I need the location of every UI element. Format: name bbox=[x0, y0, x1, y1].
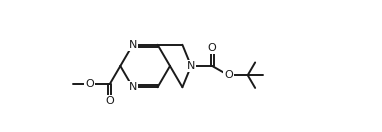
Text: O: O bbox=[105, 96, 114, 106]
Text: N: N bbox=[129, 40, 137, 50]
Text: N: N bbox=[187, 61, 195, 71]
Text: O: O bbox=[224, 70, 233, 80]
Text: O: O bbox=[208, 43, 217, 53]
Text: N: N bbox=[129, 82, 137, 92]
Text: O: O bbox=[86, 79, 94, 89]
